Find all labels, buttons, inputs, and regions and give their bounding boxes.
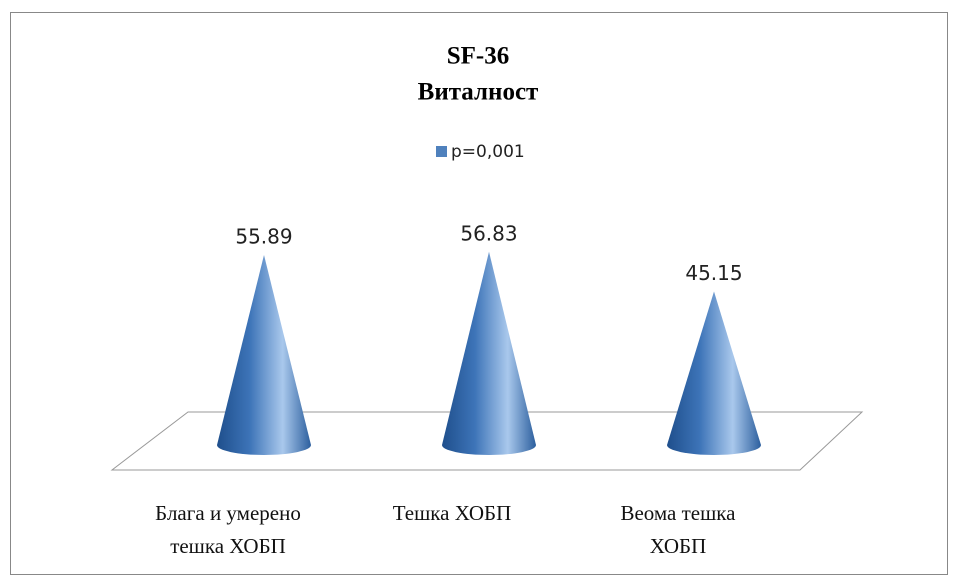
value-label: 45.15 <box>685 261 742 285</box>
x-tick-label: Тешка ХОБП <box>393 501 511 525</box>
x-tick-label: ХОБП <box>650 534 707 558</box>
x-tick-label: тешка ХОБП <box>170 534 286 558</box>
cone <box>667 291 761 455</box>
value-label: 55.89 <box>235 224 292 248</box>
x-tick-label: Веома тешка <box>620 501 736 525</box>
legend-swatch <box>436 146 447 157</box>
cone <box>442 251 536 455</box>
x-tick-label: Блага и умерено <box>155 501 301 525</box>
legend-label: p=0,001 <box>451 142 525 162</box>
value-label: 56.83 <box>460 221 517 245</box>
chart-title: SF-36 <box>447 43 510 70</box>
chart-subtitle: Виталност <box>418 79 539 106</box>
cone <box>217 254 311 455</box>
